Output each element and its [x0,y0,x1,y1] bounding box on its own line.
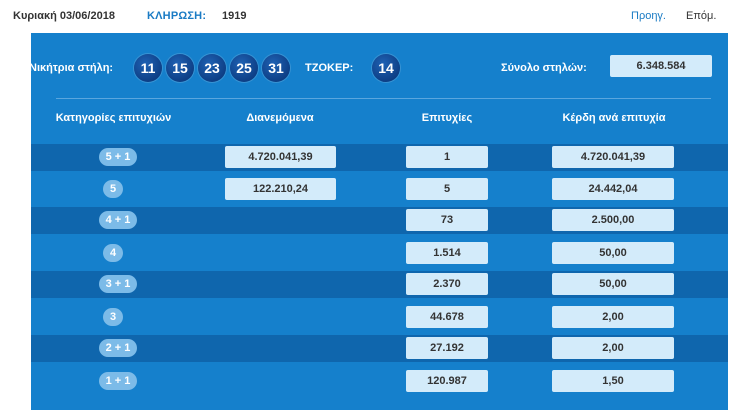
prize-cell: 2.500,00 [552,209,674,231]
next-draw-link[interactable]: Επόμ. [686,10,717,22]
distributed-cell: 122.210,24 [225,178,336,200]
winners-cell: 73 [406,209,488,231]
winners-cell: 1.514 [406,242,488,264]
category-pill: 4 [103,244,123,262]
previous-draw-link[interactable]: Προηγ. [631,10,666,22]
table-row: 5 + 1 4.720.041,39 1 4.720.041,39 [31,144,728,171]
prize-cell: 50,00 [552,242,674,264]
header-prize-per-winner: Κέρδη ανά επιτυχία [562,112,666,124]
table-row: 2 + 1 27.192 2,00 [31,335,728,362]
draw-label: ΚΛΗΡΩΣΗ: [147,10,207,22]
table-row: 4 1.514 50,00 [31,240,728,267]
table-row: 3 + 1 2.370 50,00 [31,271,728,298]
category-pill: 4 + 1 [99,211,137,229]
total-columns-value: 6.348.584 [610,55,712,77]
table-row: 3 44.678 2,00 [31,304,728,331]
winning-number-ball: 23 [198,54,226,82]
header-winners: Επιτυχίες [421,112,473,124]
winning-number-ball: 31 [262,54,290,82]
winners-cell: 27.192 [406,337,488,359]
winners-cell: 2.370 [406,273,488,295]
prize-cell: 50,00 [552,273,674,295]
prize-cell: 1,50 [552,370,674,392]
category-pill: 2 + 1 [99,339,137,357]
header-categories: Κατηγορίες επιτυχιών [55,112,172,124]
table-row: 1 + 1 120.987 1,50 [31,368,728,395]
prize-cell: 4.720.041,39 [552,146,674,168]
winners-cell: 5 [406,178,488,200]
joker-label: ΤΖΟΚΕΡ: [305,62,354,74]
category-pill: 5 + 1 [99,148,137,166]
category-pill: 3 [103,308,123,326]
draw-number: 1919 [222,10,247,22]
top-bar: Κυριακή 03/06/2018 ΚΛΗΡΩΣΗ: 1919 Προηγ. … [0,0,741,32]
category-pill: 1 + 1 [99,372,137,390]
divider [56,98,711,99]
category-pill: 3 + 1 [99,275,137,293]
header-distributed: Διανεμόμενα [246,112,314,124]
draw-date: Κυριακή 03/06/2018 [13,10,115,22]
winners-cell: 1 [406,146,488,168]
distributed-cell: 4.720.041,39 [225,146,336,168]
winners-cell: 120.987 [406,370,488,392]
prize-cell: 2,00 [552,306,674,328]
winners-cell: 44.678 [406,306,488,328]
table-row: 5 122.210,24 5 24.442,04 [31,176,728,203]
winning-number-ball: 25 [230,54,258,82]
prize-cell: 2,00 [552,337,674,359]
joker-number-ball: 14 [372,54,400,82]
winning-number-ball: 11 [134,54,162,82]
total-columns-label: Σύνολο στηλών: [501,62,587,74]
winning-line-label: Νικήτρια στήλη: [29,62,114,74]
winning-number-ball: 15 [166,54,194,82]
prize-cell: 24.442,04 [552,178,674,200]
category-pill: 5 [103,180,123,198]
table-row: 4 + 1 73 2.500,00 [31,207,728,234]
